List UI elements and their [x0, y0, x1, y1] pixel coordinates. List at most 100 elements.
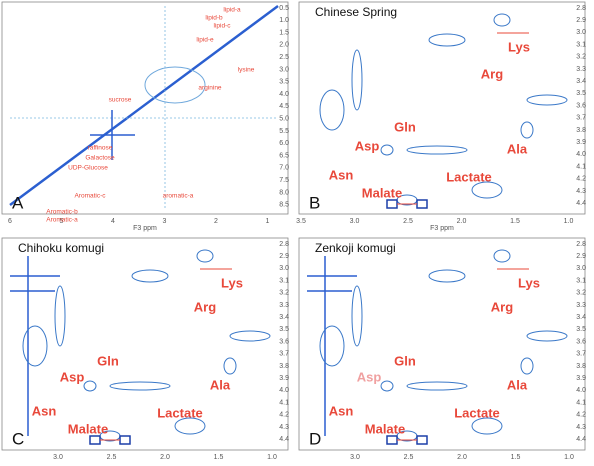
y-tick-label: 4.1: [576, 163, 586, 170]
y-tick-label: 3.0: [576, 29, 586, 36]
y-tick-label: 3.1: [576, 277, 586, 284]
y-tick-label: 2.5: [279, 54, 289, 61]
y-tick-label: 3.8: [279, 363, 289, 370]
x-tick-label: 2.0: [457, 218, 467, 225]
y-tick-label: 3.9: [279, 375, 289, 382]
y-tick-label: 3.4: [279, 314, 289, 321]
metabolite-label: Arg: [491, 299, 513, 314]
axis-label: F3 ppm: [430, 225, 454, 232]
y-tick-label: 3.3: [576, 66, 586, 73]
y-tick-label: 4.2: [279, 412, 289, 419]
panel-title: Chinese Spring: [315, 5, 397, 19]
metabolite-label: lipid-a: [223, 7, 241, 14]
y-tick-label: 3.7: [279, 351, 289, 358]
metabolite-label: Galactose: [85, 155, 115, 162]
metabolite-label: arginine: [198, 85, 222, 92]
y-tick-label: 8.5: [279, 202, 289, 209]
panel-title: Chihoku komugi: [18, 241, 104, 255]
y-tick-label: 2.8: [576, 241, 586, 248]
y-tick-label: 3.0: [279, 66, 289, 73]
y-tick-label: 2.9: [576, 17, 586, 24]
metabolite-label: Malate: [365, 421, 405, 436]
x-tick-label: 2.5: [107, 454, 117, 461]
y-tick-label: 2.9: [279, 253, 289, 260]
y-tick-label: 3.7: [576, 115, 586, 122]
y-tick-label: 4.3: [576, 188, 586, 195]
x-tick-label: 1.0: [564, 218, 574, 225]
y-tick-label: 1.0: [279, 17, 289, 24]
y-tick-label: 2.9: [576, 253, 586, 260]
y-tick-label: 3.6: [576, 338, 586, 345]
metabolite-label: Asn: [329, 403, 354, 418]
x-tick-label: 2.0: [457, 454, 467, 461]
y-tick-label: 3.9: [576, 375, 586, 382]
x-tick-label: 2.5: [403, 218, 413, 225]
y-tick-label: 3.1: [279, 277, 289, 284]
x-tick-label: 2.0: [160, 454, 170, 461]
y-tick-label: 4.1: [576, 399, 586, 406]
y-tick-label: 3.4: [576, 314, 586, 321]
metabolite-label: Arg: [481, 66, 503, 81]
x-tick-label: 3: [163, 218, 167, 225]
y-tick-label: 4.1: [279, 399, 289, 406]
metabolite-label: Malate: [68, 421, 108, 436]
metabolite-label: Aromatic-b: [46, 209, 78, 216]
x-tick-label: 1.5: [214, 454, 224, 461]
y-tick-label: 5.5: [279, 128, 289, 135]
x-tick-label: 3.0: [350, 218, 360, 225]
panel-letter: C: [12, 429, 24, 448]
y-tick-label: 3.7: [576, 351, 586, 358]
y-tick-label: 3.5: [279, 79, 289, 86]
y-tick-label: 4.4: [576, 436, 586, 443]
metabolite-label: Aromatic-c: [74, 193, 106, 200]
panel-letter: D: [309, 429, 321, 448]
metabolite-label: Lys: [518, 275, 540, 290]
panel-letter: A: [12, 193, 24, 212]
y-tick-label: 4.4: [576, 200, 586, 207]
metabolite-label: sucrose: [109, 97, 132, 104]
x-tick-label: 2.5: [404, 454, 414, 461]
x-tick-label: 3.5: [296, 218, 306, 225]
y-tick-label: 2.0: [279, 42, 289, 49]
x-tick-label: 3.0: [53, 454, 63, 461]
metabolite-label: Asp: [357, 369, 382, 384]
y-tick-label: 3.8: [576, 127, 586, 134]
y-tick-label: 3.0: [576, 265, 586, 272]
metabolite-label: Lactate: [157, 405, 203, 420]
y-tick-label: 4.2: [576, 412, 586, 419]
x-tick-label: 1: [266, 218, 270, 225]
metabolite-label: Asn: [32, 403, 57, 418]
y-tick-label: 4.4: [279, 436, 289, 443]
metabolite-label: Malate: [362, 185, 402, 200]
y-tick-label: 4.3: [576, 424, 586, 431]
x-tick-label: 6: [8, 218, 12, 225]
y-tick-label: 4.0: [576, 387, 586, 394]
metabolite-label: Gln: [394, 353, 416, 368]
y-tick-label: 4.3: [279, 424, 289, 431]
y-tick-label: 3.1: [576, 41, 586, 48]
metabolite-label: lipid-e: [196, 37, 214, 44]
panel-title: Zenkoji komugi: [315, 241, 396, 255]
y-tick-label: 4.2: [576, 176, 586, 183]
metabolite-label: Arg: [194, 299, 216, 314]
metabolite-label: lipid-c: [214, 23, 232, 30]
panel-frame: [2, 2, 288, 214]
x-tick-label: 3.0: [350, 454, 360, 461]
metabolite-label: Ala: [507, 141, 528, 156]
y-tick-label: 6.5: [279, 152, 289, 159]
metabolite-label: Lys: [221, 275, 243, 290]
y-tick-label: 7.5: [279, 177, 289, 184]
x-tick-label: 1.0: [267, 454, 277, 461]
x-tick-label: 1.5: [511, 454, 521, 461]
y-tick-label: 2.8: [576, 5, 586, 12]
metabolite-label: lipid-b: [205, 15, 223, 22]
metabolite-label: Lactate: [454, 405, 500, 420]
metabolite-label: lysine: [238, 67, 255, 74]
axis-label: F3 ppm: [133, 225, 157, 232]
y-tick-label: 7.0: [279, 165, 289, 172]
y-tick-label: 5.0: [279, 116, 289, 123]
x-tick-label: 2: [214, 218, 218, 225]
y-tick-label: 3.0: [279, 265, 289, 272]
y-tick-label: 4.0: [279, 387, 289, 394]
